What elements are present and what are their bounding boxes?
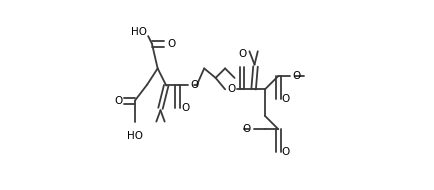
Text: HO: HO	[127, 131, 142, 141]
Text: O: O	[115, 96, 122, 106]
Text: O: O	[242, 124, 250, 134]
Text: O: O	[237, 49, 246, 59]
Text: O: O	[181, 103, 189, 113]
Text: O: O	[190, 81, 198, 90]
Text: O: O	[281, 147, 289, 157]
Text: O: O	[291, 71, 299, 81]
Text: HO: HO	[131, 27, 147, 37]
Text: O: O	[168, 39, 176, 49]
Text: O: O	[227, 84, 235, 94]
Text: O: O	[281, 94, 289, 104]
